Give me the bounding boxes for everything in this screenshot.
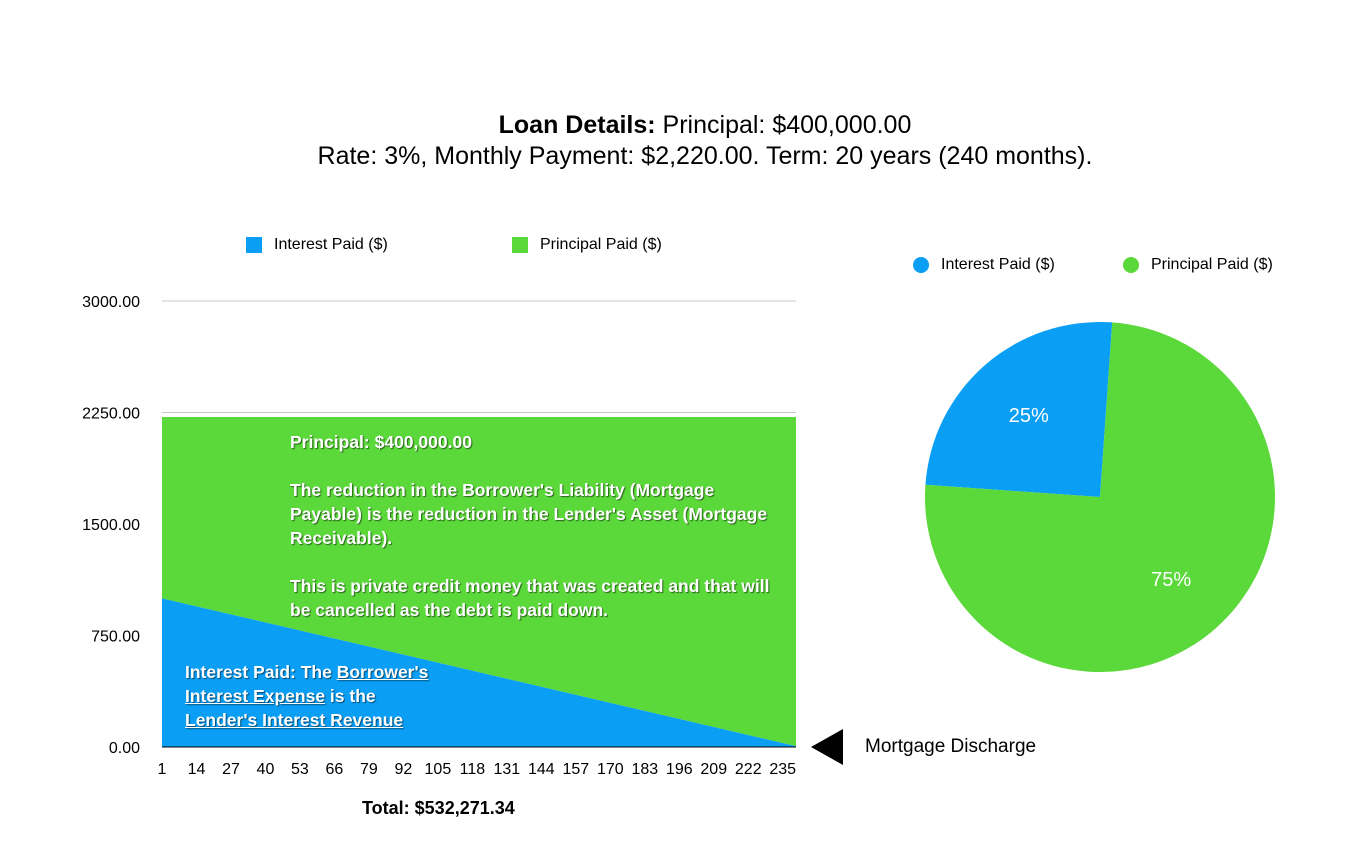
x-tick-label: 66 [326, 761, 344, 778]
x-tick-label: 14 [188, 761, 206, 778]
x-tick-label: 235 [769, 761, 796, 778]
principal-swatch [512, 237, 528, 253]
x-tick-label: 118 [460, 761, 486, 778]
interest-note-link1: Borrower's Interest Expense [185, 662, 429, 706]
principal-note: Principal: $400,000.00 The reduction in … [290, 430, 790, 622]
pie-legend-interest: Interest Paid ($) [913, 256, 1055, 274]
x-tick-label: 183 [631, 761, 658, 778]
discharge-arrow-icon [811, 729, 843, 765]
principal-note-para1: The reduction in the Borrower's Liabilit… [290, 480, 768, 548]
pie-slice [925, 322, 1275, 672]
principal-dot [1123, 257, 1139, 273]
pie-slice [925, 322, 1113, 497]
interest-note: Interest Paid: The Borrower's Interest E… [185, 660, 475, 732]
pie-slice-label: 75% [1151, 569, 1191, 591]
x-tick-label: 196 [666, 761, 693, 778]
discharge-label: Mortgage Discharge [865, 736, 1037, 757]
pie-legend-interest-label: Interest Paid ($) [941, 256, 1055, 273]
area-legend-interest: Interest Paid ($) [246, 236, 388, 254]
x-tick-label: 222 [735, 761, 762, 778]
y-tick-label: 0.00 [109, 740, 140, 757]
y-tick-label: 1500.00 [82, 517, 140, 534]
title-line-2: Rate: 3%, Monthly Payment: $2,220.00. Te… [317, 142, 1093, 170]
total-label: Total: $532,271.34 [362, 798, 515, 818]
principal-note-para2: This is private credit money that was cr… [290, 576, 770, 620]
area-legend-interest-label: Interest Paid ($) [274, 236, 388, 253]
interest-note-link2: Lender's Interest Revenue [185, 710, 404, 730]
x-tick-label: 157 [562, 761, 589, 778]
y-tick-label: 2250.00 [82, 406, 140, 423]
area-legend-principal-label: Principal Paid ($) [540, 236, 662, 253]
x-tick-label: 92 [394, 761, 412, 778]
interest-area [162, 598, 796, 747]
x-tick-label: 53 [291, 761, 309, 778]
x-tick-label: 209 [700, 761, 727, 778]
title-bold-label: Loan Details: [498, 111, 656, 139]
interest-note-prefix: Interest Paid: The [185, 662, 337, 682]
y-tick-label: 750.00 [91, 629, 140, 646]
interest-swatch [246, 237, 262, 253]
x-tick-label: 170 [597, 761, 624, 778]
title-line-1: Loan Details: Principal: $400,000.00 [0, 110, 1358, 141]
x-tick-label: 105 [425, 761, 452, 778]
pie-legend-principal: Principal Paid ($) [1123, 256, 1273, 274]
principal-note-heading: Principal: $400,000.00 [290, 432, 472, 452]
x-tick-label: 1 [158, 761, 167, 778]
interest-note-middle: is the [325, 686, 376, 706]
interest-dot [913, 257, 929, 273]
x-tick-label: 40 [257, 761, 275, 778]
title-line-1-rest: Principal: $400,000.00 [655, 111, 912, 139]
x-tick-label: 27 [222, 761, 240, 778]
area-legend-principal: Principal Paid ($) [512, 236, 662, 254]
x-tick-label: 144 [528, 761, 555, 778]
x-tick-label: 131 [494, 761, 521, 778]
y-tick-label: 3000.00 [82, 294, 140, 311]
principal-area [162, 416, 796, 747]
pie-legend-principal-label: Principal Paid ($) [1151, 256, 1273, 273]
pie-slice-label: 25% [1009, 405, 1049, 427]
x-tick-label: 79 [360, 761, 378, 778]
chart-title: Loan Details: Principal: $400,000.00 Rat… [0, 110, 1358, 172]
